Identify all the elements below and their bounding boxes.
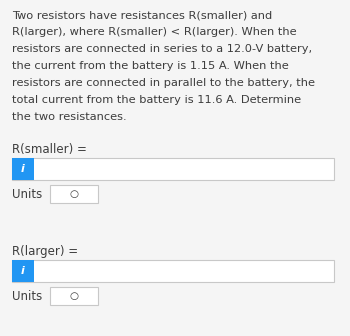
Text: the two resistances.: the two resistances.	[12, 112, 127, 122]
Text: Two resistors have resistances R(smaller) and: Two resistors have resistances R(smaller…	[12, 10, 272, 20]
Text: R(larger) =: R(larger) =	[12, 245, 78, 258]
Text: ○: ○	[70, 291, 78, 301]
Text: resistors are connected in parallel to the battery, the: resistors are connected in parallel to t…	[12, 78, 315, 88]
FancyBboxPatch shape	[50, 287, 98, 305]
Text: the current from the battery is 1.15 A. When the: the current from the battery is 1.15 A. …	[12, 61, 289, 71]
Text: Units: Units	[12, 187, 42, 201]
Text: R(larger), where R(smaller) < R(larger). When the: R(larger), where R(smaller) < R(larger).…	[12, 27, 297, 37]
Text: total current from the battery is 11.6 A. Determine: total current from the battery is 11.6 A…	[12, 95, 301, 105]
FancyBboxPatch shape	[12, 158, 34, 180]
Text: ○: ○	[70, 189, 78, 199]
FancyBboxPatch shape	[12, 158, 334, 180]
FancyBboxPatch shape	[50, 185, 98, 203]
Text: i: i	[21, 164, 25, 174]
Text: Units: Units	[12, 290, 42, 302]
Text: R(smaller) =: R(smaller) =	[12, 143, 87, 156]
Text: resistors are connected in series to a 12.0-V battery,: resistors are connected in series to a 1…	[12, 44, 312, 54]
FancyBboxPatch shape	[12, 260, 334, 282]
FancyBboxPatch shape	[12, 260, 34, 282]
Text: i: i	[21, 266, 25, 276]
